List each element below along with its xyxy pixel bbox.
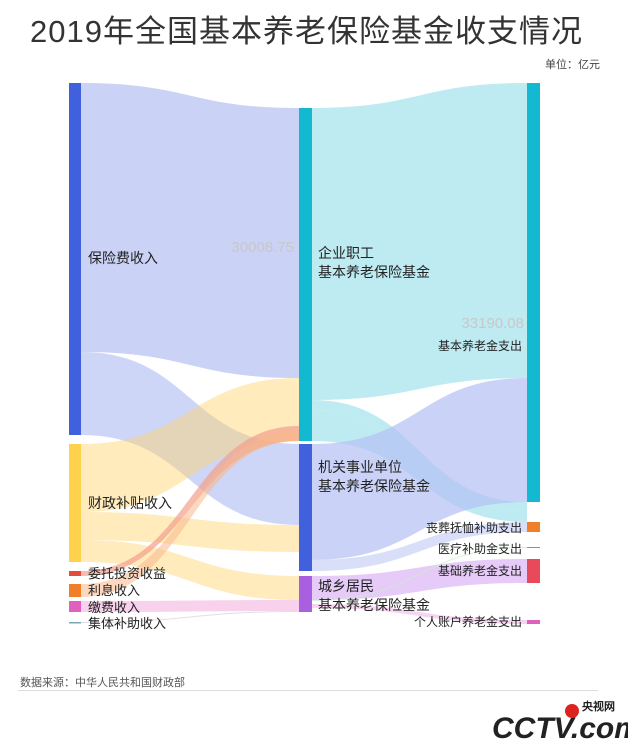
label-s5: 缴费收入	[88, 600, 140, 615]
node-s4	[69, 584, 81, 597]
footer-divider	[18, 690, 598, 691]
node-t4	[527, 559, 540, 583]
link-s2-m2	[81, 512, 299, 552]
link-m3-t5	[312, 604, 527, 624]
node-t3	[527, 547, 540, 548]
label-s2: 财政补贴收入	[88, 495, 172, 511]
page-title: 2019年全国基本养老保险基金收支情况	[30, 14, 583, 49]
logo-dot-icon	[565, 704, 579, 718]
link-m2-t1	[312, 378, 527, 560]
label-s3: 委托投资收益	[88, 566, 166, 581]
label-m3-line1: 城乡居民	[318, 578, 374, 594]
logo-text: CCTV.com	[492, 712, 628, 745]
link-s5-m3	[81, 600, 299, 612]
node-m3	[299, 576, 312, 612]
label-s1: 保险费收入	[88, 250, 158, 266]
node-s6-tick	[69, 622, 81, 624]
link-m3-t4	[312, 559, 527, 600]
label-m1-line2: 基本养老保险基金	[318, 264, 430, 280]
label-t1: 基本养老金支出	[438, 338, 522, 353]
node-t2	[527, 522, 540, 532]
label-s6: 集体补助收入	[88, 616, 166, 631]
link-s4-m1	[81, 431, 299, 597]
label-t4: 基础养老金支出	[438, 563, 522, 578]
sankey-nodes	[69, 83, 540, 624]
link-s2-m3	[81, 540, 299, 600]
data-source: 数据来源：中华人民共和国财政部	[20, 677, 185, 689]
value-label-m1: 30008.75	[231, 239, 294, 256]
node-t1	[527, 83, 540, 502]
value-label-t1: 33190.08	[461, 315, 524, 332]
cctv-logo: 央视网 CCTV.com	[488, 694, 640, 746]
link-s1-m1	[81, 83, 299, 378]
cctv-logo-graphic: 央视网 CCTV.com	[492, 699, 640, 745]
link-s2-m1	[81, 378, 299, 512]
node-s2	[69, 444, 81, 562]
label-m2-line1: 机关事业单位	[318, 459, 402, 475]
label-t5: 个人账户养老金支出	[414, 614, 522, 629]
node-t5	[527, 620, 540, 624]
link-m2-t2	[312, 522, 527, 571]
label-m3-line2: 基本养老保险基金	[318, 597, 430, 613]
label-m2-line2: 基本养老保险基金	[318, 478, 430, 494]
link-m1-t1	[312, 83, 527, 400]
label-m1-line1: 企业职工	[318, 245, 374, 261]
link-s6-m3	[81, 611, 299, 623]
label-t2: 丧葬抚恤补助支出	[426, 521, 522, 535]
sankey-links	[81, 83, 527, 624]
label-s4: 利息收入	[88, 583, 140, 598]
node-s3	[69, 571, 81, 576]
label-t3: 医疗补助金支出	[438, 541, 522, 556]
logo-top-text: 央视网	[582, 699, 615, 713]
unit-label: 单位：亿元	[545, 59, 600, 71]
node-s1	[69, 83, 81, 435]
link-m3-t3	[312, 547, 527, 601]
node-m2	[299, 444, 312, 571]
link-s3-m1	[81, 426, 299, 576]
node-m1	[299, 108, 312, 441]
link-s1-m2	[81, 352, 299, 525]
node-s5	[69, 601, 81, 612]
